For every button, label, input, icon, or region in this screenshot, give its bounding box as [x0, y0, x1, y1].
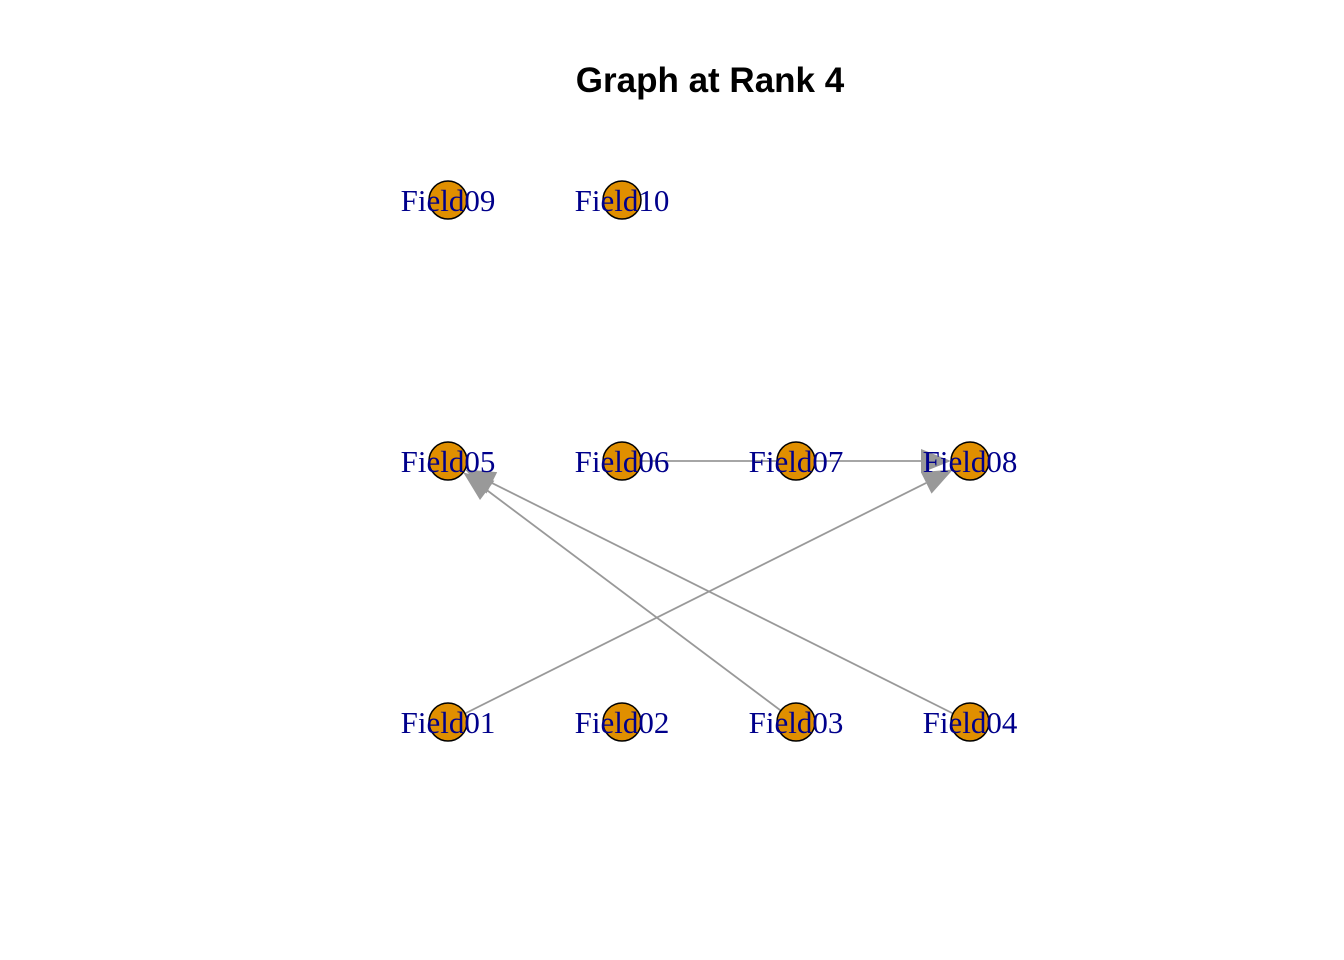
node-Field04: Field04	[923, 702, 1018, 742]
node-label: Field07	[749, 444, 844, 479]
nodes-layer: Field01 Field02 Field03 Field04 Field05 Field…	[401, 180, 1018, 742]
node-circle	[602, 702, 642, 742]
edges-layer	[447, 449, 971, 723]
arrowhead-icon	[921, 449, 951, 473]
node-Field10: Field10	[575, 180, 670, 220]
node-label: Field06	[575, 444, 670, 479]
edge-Field04-Field05	[491, 482, 971, 723]
node-circle	[776, 702, 816, 742]
node-circle	[776, 441, 816, 481]
node-Field01: Field01	[401, 702, 496, 742]
edge-Field01-Field08	[447, 482, 927, 723]
edge-Field03-Field05	[486, 489, 797, 723]
arrowhead-icon	[920, 469, 954, 494]
node-Field07: Field07	[749, 441, 844, 481]
node-label: Field05	[401, 444, 496, 479]
node-label: Field08	[923, 444, 1018, 479]
node-Field05: Field05	[401, 441, 496, 481]
node-label: Field02	[575, 705, 670, 740]
node-label: Field09	[401, 183, 496, 218]
node-label: Field01	[401, 705, 496, 740]
node-circle	[602, 441, 642, 481]
node-label: Field04	[923, 705, 1018, 740]
node-circle	[602, 180, 642, 220]
graph-title: Graph at Rank 4	[576, 61, 845, 100]
node-label: Field10	[575, 183, 670, 218]
node-circle	[428, 441, 468, 481]
node-circle	[428, 180, 468, 220]
node-Field08: Field08	[923, 441, 1018, 481]
node-circle	[950, 441, 990, 481]
arrowhead-icon	[464, 469, 498, 494]
node-Field03: Field03	[749, 702, 844, 742]
node-Field09: Field09	[401, 180, 496, 220]
node-circle	[428, 702, 468, 742]
node-circle	[950, 702, 990, 742]
node-Field06: Field06	[575, 441, 670, 481]
node-label: Field03	[749, 705, 844, 740]
node-Field02: Field02	[575, 702, 670, 742]
